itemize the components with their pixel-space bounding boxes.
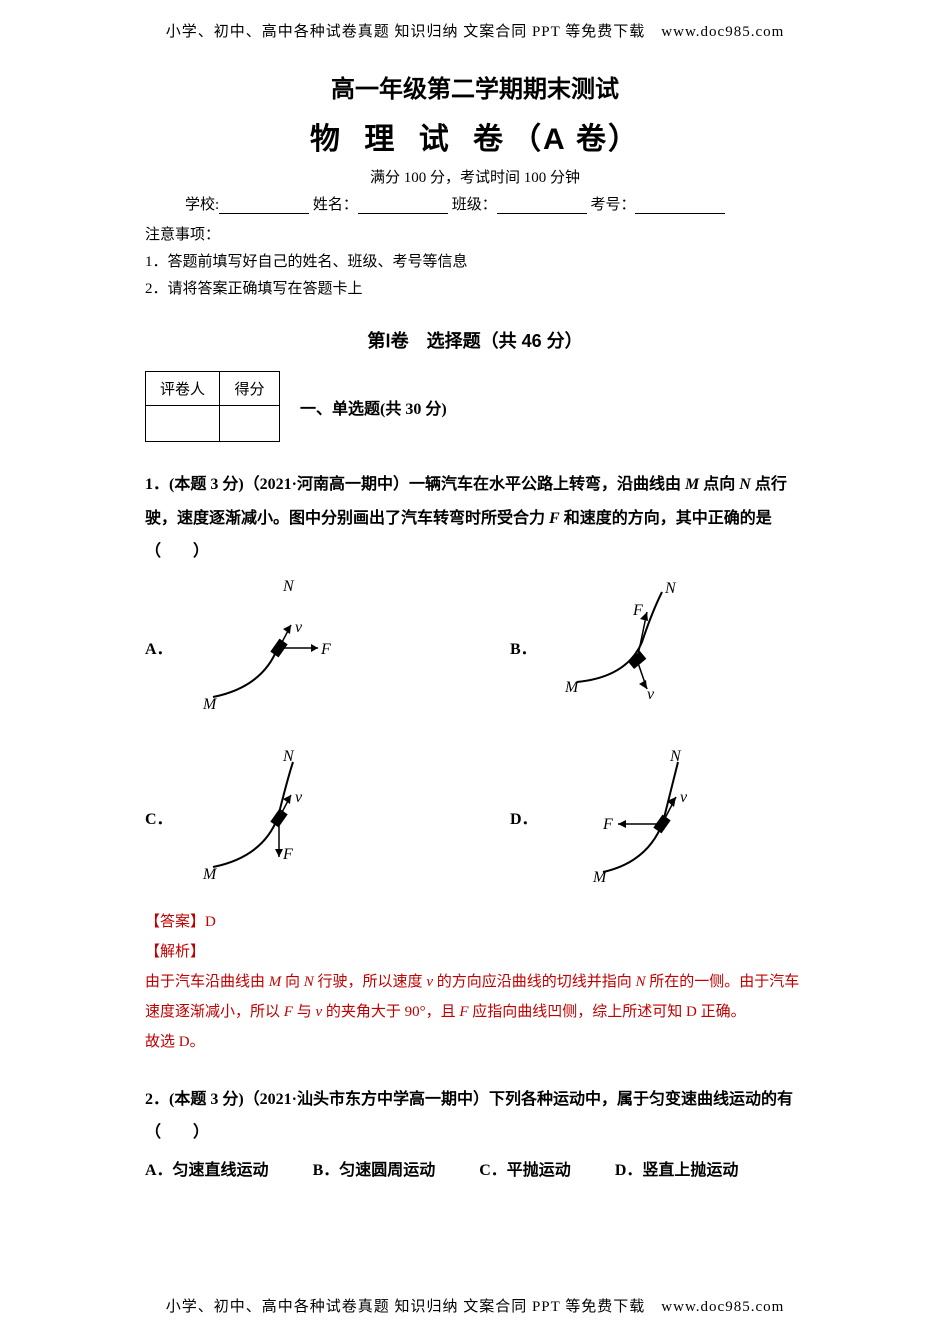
grader-row: 评卷人 得分 一、单选题(共 30 分)	[145, 371, 805, 442]
section-1-title: 第Ⅰ卷 选择题（共 46 分）	[145, 327, 805, 353]
diagram-d: v F M N	[548, 747, 718, 887]
answer-letter: D	[205, 914, 216, 930]
blank-examno	[635, 196, 725, 214]
q1-f: F	[549, 510, 560, 527]
svg-text:v: v	[680, 789, 688, 806]
q2-option-d: D．竖直上抛运动	[615, 1156, 739, 1180]
title-sub: 物 理 试 卷（A 卷）	[145, 114, 805, 158]
q1-option-b: B． F v M N	[510, 577, 805, 717]
label-name: 姓名：	[313, 197, 358, 213]
title-main: 高一年级第二学期期末测试	[145, 69, 805, 104]
option-label-c: C．	[145, 805, 173, 829]
subsection-1: 一、单选题(共 30 分)	[300, 395, 447, 419]
notice-header: 注意事项：	[145, 222, 805, 249]
svg-text:F: F	[320, 641, 331, 658]
blank-school	[219, 196, 309, 214]
title-sub-paren: （A 卷）	[511, 123, 640, 156]
q1-option-c: C． v F M N	[145, 747, 440, 887]
page-footer: 小学、初中、高中各种试卷真题 知识归纳 文案合同 PPT 等免费下载 www.d…	[0, 1275, 950, 1324]
title-sub-prefix: 物 理 试 卷	[310, 123, 511, 156]
question-2: 2．(本题 3 分)（2021·汕头市东方中学高一期中）下列各种运动中，属于匀变…	[145, 1083, 805, 1150]
grader-col-2: 得分	[220, 372, 280, 406]
q1-m: M	[685, 476, 699, 493]
svg-text:M: M	[564, 679, 580, 696]
svg-text:N: N	[664, 580, 677, 597]
grader-col-1: 评卷人	[146, 372, 220, 406]
q1-options: A． v F M N B．	[145, 577, 805, 887]
option-label-a: A．	[145, 635, 173, 659]
svg-text:F: F	[632, 602, 643, 619]
label-examno: 考号：	[590, 197, 635, 213]
answer-1: 【答案】D 【解析】 由于汽车沿曲线由 M 向 N 行驶，所以速度 v 的方向应…	[145, 907, 805, 1057]
notice-block: 注意事项： 1．答题前填写好自己的姓名、班级、考号等信息 2．请将答案正确填写在…	[145, 222, 805, 303]
label-school: 学校:	[185, 197, 219, 213]
q1-option-d: D． v F M N	[510, 747, 805, 887]
grader-cell-blank	[146, 406, 220, 442]
svg-text:N: N	[282, 578, 295, 595]
q1-option-a: A． v F M N	[145, 577, 440, 717]
diagram-c: v F M N	[183, 747, 353, 887]
notice-1: 1．答题前填写好自己的姓名、班级、考号等信息	[145, 249, 805, 276]
explanation-text: 由于汽车沿曲线由 M 向 N 行驶，所以速度 v 的方向应沿曲线的切线并指向 N…	[145, 967, 805, 1027]
svg-text:M: M	[202, 696, 218, 713]
question-1: 1．(本题 3 分)（2021·河南高一期中）一辆汽车在水平公路上转弯，沿曲线由…	[145, 468, 805, 569]
label-class: 班级：	[452, 197, 497, 213]
q2-option-b: B．匀速圆周运动	[313, 1156, 436, 1180]
answer-final: 故选 D。	[145, 1027, 805, 1057]
svg-text:F: F	[282, 846, 293, 863]
answer-label: 【答案】	[145, 914, 205, 930]
q2-options: A．匀速直线运动 B．匀速圆周运动 C．平抛运动 D．竖直上抛运动	[145, 1156, 805, 1180]
blank-name	[358, 196, 448, 214]
q1-n: N	[739, 476, 751, 493]
q1-text: 点向	[699, 476, 739, 493]
q2-option-c: C．平抛运动	[479, 1156, 571, 1180]
svg-text:F: F	[602, 816, 613, 833]
svg-text:N: N	[669, 748, 682, 765]
svg-text:M: M	[202, 866, 218, 883]
svg-text:N: N	[282, 748, 295, 765]
blank-class	[497, 196, 587, 214]
score-time: 满分 100 分，考试时间 100 分钟	[145, 166, 805, 187]
grader-table: 评卷人 得分	[145, 371, 280, 442]
option-label-b: B．	[510, 635, 537, 659]
svg-text:v: v	[295, 619, 303, 636]
svg-text:v: v	[295, 789, 303, 806]
svg-text:v: v	[647, 686, 655, 703]
diagram-b: F v M N	[547, 577, 717, 717]
info-blanks: 学校: 姓名： 班级： 考号：	[145, 193, 805, 214]
explanation-label: 【解析】	[145, 937, 805, 967]
notice-2: 2．请将答案正确填写在答题卡上	[145, 276, 805, 303]
grader-cell-blank	[220, 406, 280, 442]
q1-text: 1．(本题 3 分)（2021·河南高一期中）一辆汽车在水平公路上转弯，沿曲线由	[145, 476, 685, 493]
content-area: 高一年级第二学期期末测试 物 理 试 卷（A 卷） 满分 100 分，考试时间 …	[0, 69, 950, 1180]
q2-option-a: A．匀速直线运动	[145, 1156, 269, 1180]
option-label-d: D．	[510, 805, 538, 829]
page-header: 小学、初中、高中各种试卷真题 知识归纳 文案合同 PPT 等免费下载 www.d…	[0, 0, 950, 49]
diagram-a: v F M N	[183, 577, 353, 717]
svg-text:M: M	[592, 869, 608, 886]
